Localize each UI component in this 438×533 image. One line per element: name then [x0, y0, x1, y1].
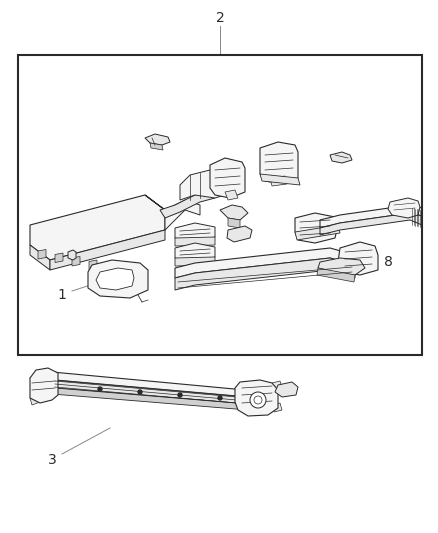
Polygon shape [175, 257, 215, 266]
Polygon shape [295, 213, 338, 243]
Polygon shape [320, 213, 422, 235]
Polygon shape [106, 263, 114, 273]
Polygon shape [30, 375, 40, 385]
Polygon shape [30, 395, 40, 405]
Polygon shape [320, 205, 422, 228]
Polygon shape [175, 258, 355, 290]
Polygon shape [30, 368, 58, 403]
Polygon shape [318, 258, 365, 275]
Text: 8: 8 [384, 255, 392, 269]
Polygon shape [38, 249, 46, 259]
Polygon shape [225, 190, 238, 200]
Polygon shape [175, 223, 215, 242]
Polygon shape [228, 218, 240, 228]
Circle shape [218, 396, 222, 400]
Circle shape [138, 390, 142, 394]
Polygon shape [50, 372, 268, 397]
Polygon shape [275, 382, 298, 397]
Polygon shape [55, 253, 63, 262]
Polygon shape [50, 230, 165, 270]
Polygon shape [260, 174, 300, 185]
Polygon shape [180, 170, 225, 200]
Polygon shape [30, 245, 50, 270]
Polygon shape [330, 152, 352, 163]
Circle shape [98, 387, 102, 391]
Polygon shape [210, 158, 245, 198]
Polygon shape [295, 225, 340, 240]
Polygon shape [50, 380, 268, 404]
Polygon shape [227, 226, 252, 242]
Bar [18, 55, 422, 355]
Polygon shape [52, 388, 248, 410]
Polygon shape [272, 381, 282, 390]
Text: 3: 3 [48, 453, 57, 467]
Polygon shape [72, 256, 80, 266]
Polygon shape [175, 237, 215, 246]
Polygon shape [68, 250, 76, 260]
Polygon shape [235, 380, 278, 416]
Polygon shape [88, 260, 148, 298]
Text: 2: 2 [215, 11, 224, 25]
Polygon shape [30, 195, 165, 260]
Text: 1: 1 [57, 288, 67, 302]
Polygon shape [89, 260, 97, 270]
Circle shape [178, 393, 182, 397]
Polygon shape [145, 195, 200, 230]
Polygon shape [96, 268, 134, 290]
Polygon shape [160, 192, 215, 218]
Polygon shape [175, 243, 215, 262]
Polygon shape [145, 134, 170, 145]
Polygon shape [270, 176, 287, 186]
Polygon shape [317, 268, 355, 282]
Circle shape [250, 392, 266, 408]
Polygon shape [338, 242, 378, 275]
Polygon shape [220, 205, 248, 220]
Polygon shape [388, 198, 420, 218]
Polygon shape [272, 403, 282, 412]
Polygon shape [260, 142, 298, 184]
Polygon shape [150, 143, 163, 150]
Polygon shape [175, 248, 355, 278]
